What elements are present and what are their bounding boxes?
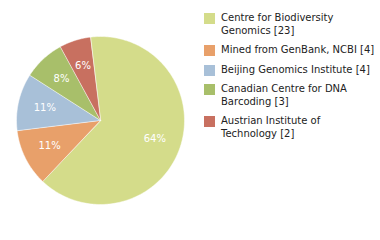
html-text:Canadian Centre for DNA Barcod: Canadian Centre for DNA Barcoding [3] bbox=[221, 83, 347, 107]
svg-text:11%: 11% bbox=[34, 102, 56, 113]
html-text:Centre for Biodiversity Genomi: Centre for Biodiversity Genomics [23] bbox=[221, 12, 334, 36]
svg-text:6%: 6% bbox=[75, 60, 91, 71]
html-text:Beijing Genomics Institute [4]: Beijing Genomics Institute [4] bbox=[221, 63, 370, 75]
html-text:Mined from GenBank, NCBI [4]: Mined from GenBank, NCBI [4] bbox=[221, 44, 375, 55]
svg-text:64%: 64% bbox=[144, 133, 166, 144]
html-text:Austrian Institute of Technolo: Austrian Institute of Technology [2] bbox=[221, 115, 321, 139]
svg-text:8%: 8% bbox=[54, 73, 70, 84]
svg-text:11%: 11% bbox=[38, 140, 60, 151]
